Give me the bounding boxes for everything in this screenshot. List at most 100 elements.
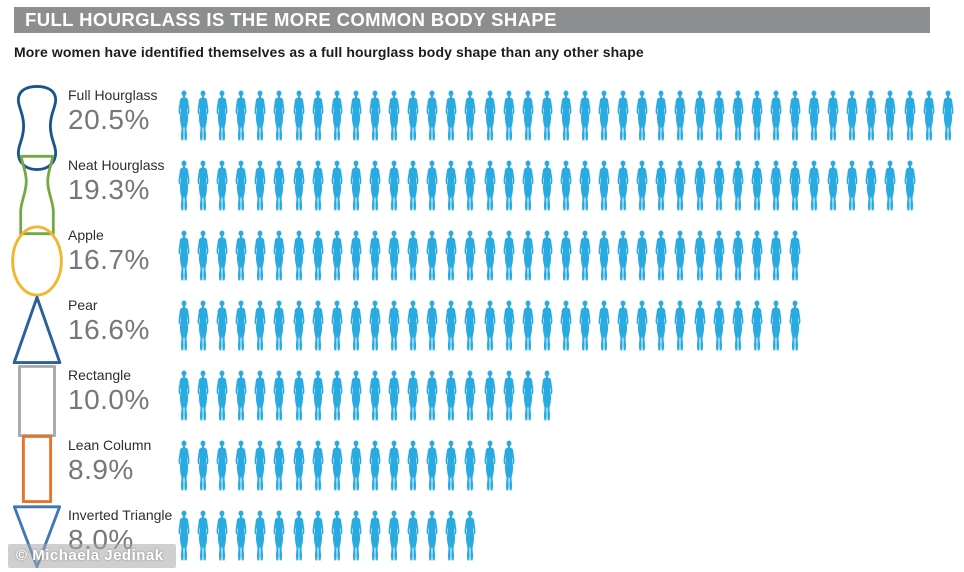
woman-icon: [426, 440, 438, 491]
shape-icon-box: [8, 222, 66, 298]
woman-icon: [465, 230, 476, 281]
body-shape-row: Apple 16.7%: [0, 222, 964, 297]
woman-icon: [274, 440, 285, 491]
woman-icon: [216, 160, 228, 211]
woman-icon: [197, 160, 209, 211]
woman-icon: [331, 90, 343, 141]
woman-icon: [770, 160, 782, 211]
woman-icon: [331, 370, 343, 421]
woman-icon: [407, 230, 419, 281]
woman-icon: [388, 90, 400, 141]
woman-icon: [216, 510, 228, 561]
woman-icon: [293, 440, 304, 491]
woman-icon: [503, 370, 514, 421]
woman-icon: [350, 160, 362, 211]
woman-icon: [254, 90, 266, 141]
woman-icon: [617, 160, 629, 211]
woman-icon: [293, 510, 304, 561]
woman-icon: [388, 440, 400, 491]
woman-icon: [694, 160, 705, 211]
row-legend: Full Hourglass 20.5%: [0, 82, 176, 172]
woman-icon: [178, 510, 190, 561]
woman-icon: [465, 90, 476, 141]
woman-icon: [445, 90, 457, 141]
woman-icon: [465, 160, 476, 211]
woman-icon: [197, 510, 209, 561]
woman-icon: [923, 90, 935, 141]
woman-icon: [579, 90, 591, 141]
body-shape-row: Lean Column 8.9%: [0, 432, 964, 504]
icon-row: [176, 222, 803, 287]
woman-icon: [770, 300, 782, 351]
body-shape-row: Pear 16.6%: [0, 292, 964, 365]
woman-icon: [274, 300, 285, 351]
row-legend: Pear 16.6%: [0, 292, 176, 366]
woman-icon: [541, 90, 553, 141]
woman-icon: [655, 160, 667, 211]
full-hourglass-icon: [16, 84, 58, 172]
woman-icon: [770, 90, 782, 141]
woman-icon: [522, 370, 534, 421]
woman-icon: [675, 230, 686, 281]
woman-icon: [579, 160, 591, 211]
legend-texts: Apple 16.7%: [66, 222, 150, 275]
icon-row: [176, 152, 918, 217]
woman-icon: [312, 370, 324, 421]
woman-icon: [178, 90, 190, 141]
woman-icon: [445, 510, 457, 561]
woman-icon: [407, 370, 419, 421]
woman-icon: [312, 300, 324, 351]
woman-icon: [350, 370, 362, 421]
woman-icon: [522, 90, 534, 141]
woman-icon: [426, 300, 438, 351]
woman-icon: [694, 230, 705, 281]
woman-icon: [426, 370, 438, 421]
woman-icon: [293, 230, 304, 281]
woman-icon: [617, 230, 629, 281]
row-legend: Lean Column 8.9%: [0, 432, 176, 504]
lean-column-icon: [21, 434, 53, 504]
woman-icon: [770, 230, 782, 281]
woman-icon: [350, 440, 362, 491]
woman-icon: [407, 300, 419, 351]
woman-icon: [407, 510, 419, 561]
woman-icon: [655, 230, 667, 281]
woman-icon: [407, 440, 419, 491]
woman-icon: [636, 230, 648, 281]
woman-icon: [713, 160, 725, 211]
woman-icon: [732, 230, 744, 281]
woman-icon: [178, 440, 190, 491]
legend-texts: Full Hourglass 20.5%: [66, 82, 157, 135]
woman-icon: [732, 160, 744, 211]
woman-icon: [235, 230, 247, 281]
woman-icon: [503, 160, 514, 211]
row-legend: Rectangle 10.0%: [0, 362, 176, 438]
woman-icon: [312, 230, 324, 281]
woman-icon: [254, 160, 266, 211]
woman-icon: [350, 300, 362, 351]
apple-icon: [11, 225, 63, 297]
icon-row: [176, 362, 555, 427]
woman-icon: [197, 300, 209, 351]
woman-icon: [522, 160, 534, 211]
woman-icon: [636, 300, 648, 351]
woman-icon: [254, 440, 266, 491]
woman-icon: [274, 90, 285, 141]
woman-icon: [636, 160, 648, 211]
shape-icon-box: [8, 432, 66, 504]
woman-icon: [178, 230, 190, 281]
woman-icon: [312, 90, 324, 141]
woman-icon: [732, 90, 744, 141]
woman-icon: [904, 90, 915, 141]
woman-icon: [713, 90, 725, 141]
woman-icon: [426, 90, 438, 141]
woman-icon: [732, 300, 744, 351]
woman-icon: [388, 370, 400, 421]
woman-icon: [388, 160, 400, 211]
woman-icon: [254, 370, 266, 421]
woman-icon: [216, 370, 228, 421]
woman-icon: [522, 230, 534, 281]
body-shape-row: Inverted Triangle 8.0%: [0, 502, 964, 572]
woman-icon: [426, 230, 438, 281]
pictogram-chart: Full Hourglass 20.5% Neat Hourglass 19.3…: [0, 82, 964, 572]
